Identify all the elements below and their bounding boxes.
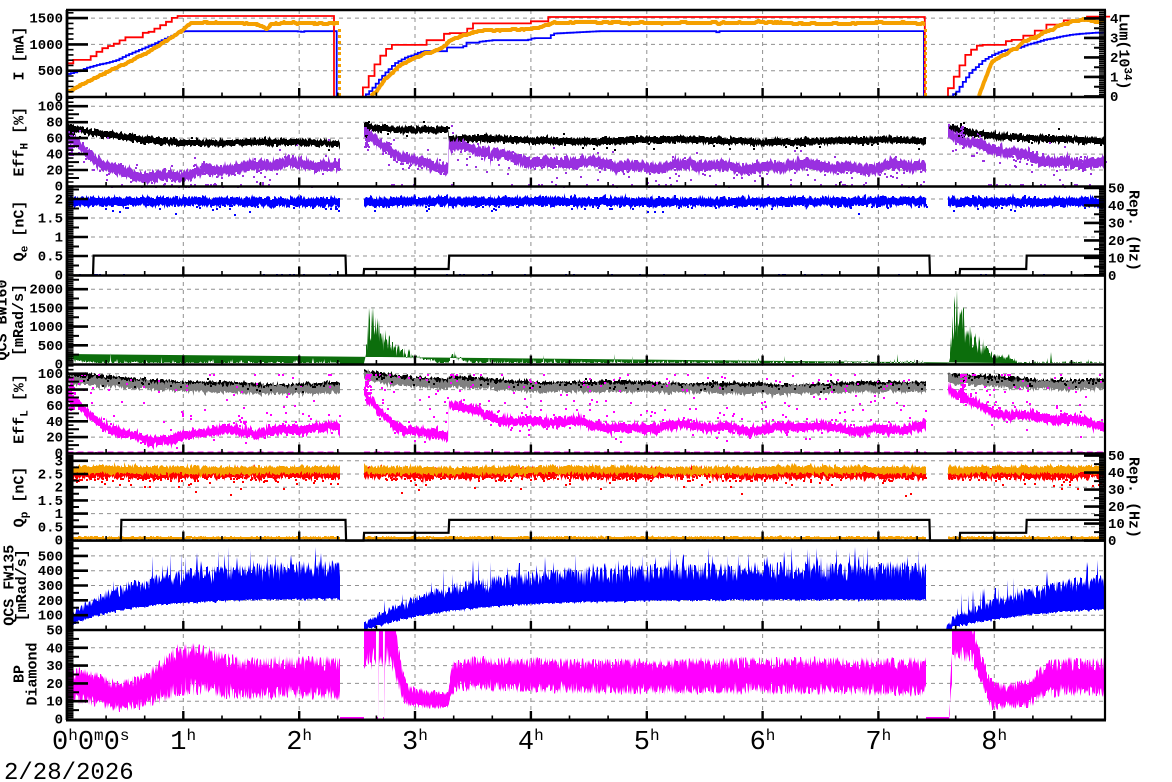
svg-text:0.5: 0.5 [38, 250, 63, 266]
svg-text:40: 40 [1108, 199, 1125, 215]
svg-text:50: 50 [46, 624, 63, 640]
svg-text:20: 20 [1108, 500, 1125, 516]
svg-text:1500: 1500 [29, 301, 63, 317]
svg-text:4: 4 [1110, 12, 1118, 28]
svg-text:40: 40 [1108, 466, 1125, 482]
svg-text:0: 0 [55, 358, 63, 374]
svg-text:500: 500 [38, 549, 63, 565]
svg-text:EffL [%]: EffL [%] [12, 374, 32, 444]
svg-text:2/28/2026: 2/28/2026 [4, 760, 134, 782]
svg-text:10: 10 [1108, 251, 1125, 267]
svg-text:80: 80 [46, 383, 63, 399]
svg-text:1: 1 [1110, 70, 1118, 86]
svg-text:30: 30 [1108, 216, 1125, 232]
svg-text:Rep. (Hz): Rep. (Hz) [1125, 190, 1142, 271]
svg-text:60: 60 [46, 132, 63, 148]
svg-text:Qe [nC]: Qe [nC] [12, 201, 32, 262]
svg-text:50: 50 [1108, 449, 1125, 465]
svg-text:10: 10 [1108, 517, 1125, 533]
svg-text:EffH [%]: EffH [%] [12, 107, 32, 177]
svg-text:BP: BP [12, 665, 29, 683]
svg-text:1000: 1000 [29, 320, 63, 336]
svg-text:40: 40 [46, 415, 63, 431]
svg-text:0: 0 [55, 447, 63, 463]
svg-text:0: 0 [55, 713, 63, 729]
svg-text:0: 0 [55, 180, 63, 196]
svg-text:QCS FW135: QCS FW135 [2, 545, 19, 626]
svg-text:[mRad/s]: [mRad/s] [11, 284, 28, 356]
svg-text:200: 200 [38, 594, 63, 610]
svg-text:20: 20 [46, 431, 63, 447]
svg-text:20: 20 [46, 677, 63, 693]
svg-text:0: 0 [55, 91, 63, 107]
svg-text:0: 0 [55, 269, 63, 285]
svg-text:20: 20 [1108, 234, 1125, 250]
svg-text:0.5: 0.5 [38, 520, 63, 536]
svg-text:0: 0 [1108, 534, 1116, 550]
svg-text:0h0m0s: 0h0m0s [52, 727, 129, 758]
svg-text:100: 100 [38, 609, 63, 625]
svg-text:400: 400 [38, 564, 63, 580]
svg-text:80: 80 [46, 116, 63, 132]
svg-text:10: 10 [46, 695, 63, 711]
svg-text:I [mA]: I [mA] [12, 26, 29, 80]
svg-text:2.5: 2.5 [38, 468, 63, 484]
svg-text:2: 2 [1110, 51, 1118, 67]
svg-text:0: 0 [55, 534, 63, 550]
svg-text:500: 500 [38, 64, 63, 80]
svg-text:1: 1 [55, 507, 63, 523]
svg-text:100: 100 [38, 367, 63, 383]
svg-text:1.5: 1.5 [38, 494, 63, 510]
svg-text:300: 300 [38, 579, 63, 595]
svg-text:QCS BW160: QCS BW160 [0, 279, 12, 360]
svg-text:6h: 6h [750, 727, 776, 758]
svg-text:3: 3 [1110, 31, 1118, 47]
svg-text:2: 2 [55, 481, 63, 497]
svg-text:20: 20 [46, 164, 63, 180]
svg-text:3: 3 [55, 454, 63, 470]
svg-text:40: 40 [46, 148, 63, 164]
svg-text:Rep. (Hz): Rep. (Hz) [1125, 457, 1142, 538]
svg-text:2000: 2000 [29, 283, 63, 299]
svg-text:[mRad/s]: [mRad/s] [14, 549, 31, 621]
svg-text:30: 30 [46, 659, 63, 675]
svg-text:0: 0 [1110, 90, 1118, 106]
svg-text:100: 100 [38, 100, 63, 116]
svg-text:50: 50 [1108, 181, 1125, 197]
svg-text:1.5: 1.5 [38, 212, 63, 228]
svg-text:Diamond: Diamond [25, 642, 42, 705]
svg-text:2: 2 [55, 193, 63, 209]
svg-text:500: 500 [38, 339, 63, 355]
svg-text:Qp [nC]: Qp [nC] [12, 467, 32, 528]
svg-text:1500: 1500 [29, 12, 63, 28]
svg-text:40: 40 [46, 641, 63, 657]
svg-text:1000: 1000 [29, 38, 63, 54]
svg-text:1: 1 [55, 231, 63, 247]
svg-text:0: 0 [1108, 269, 1116, 285]
svg-text:30: 30 [1108, 483, 1125, 499]
svg-text:60: 60 [46, 399, 63, 415]
